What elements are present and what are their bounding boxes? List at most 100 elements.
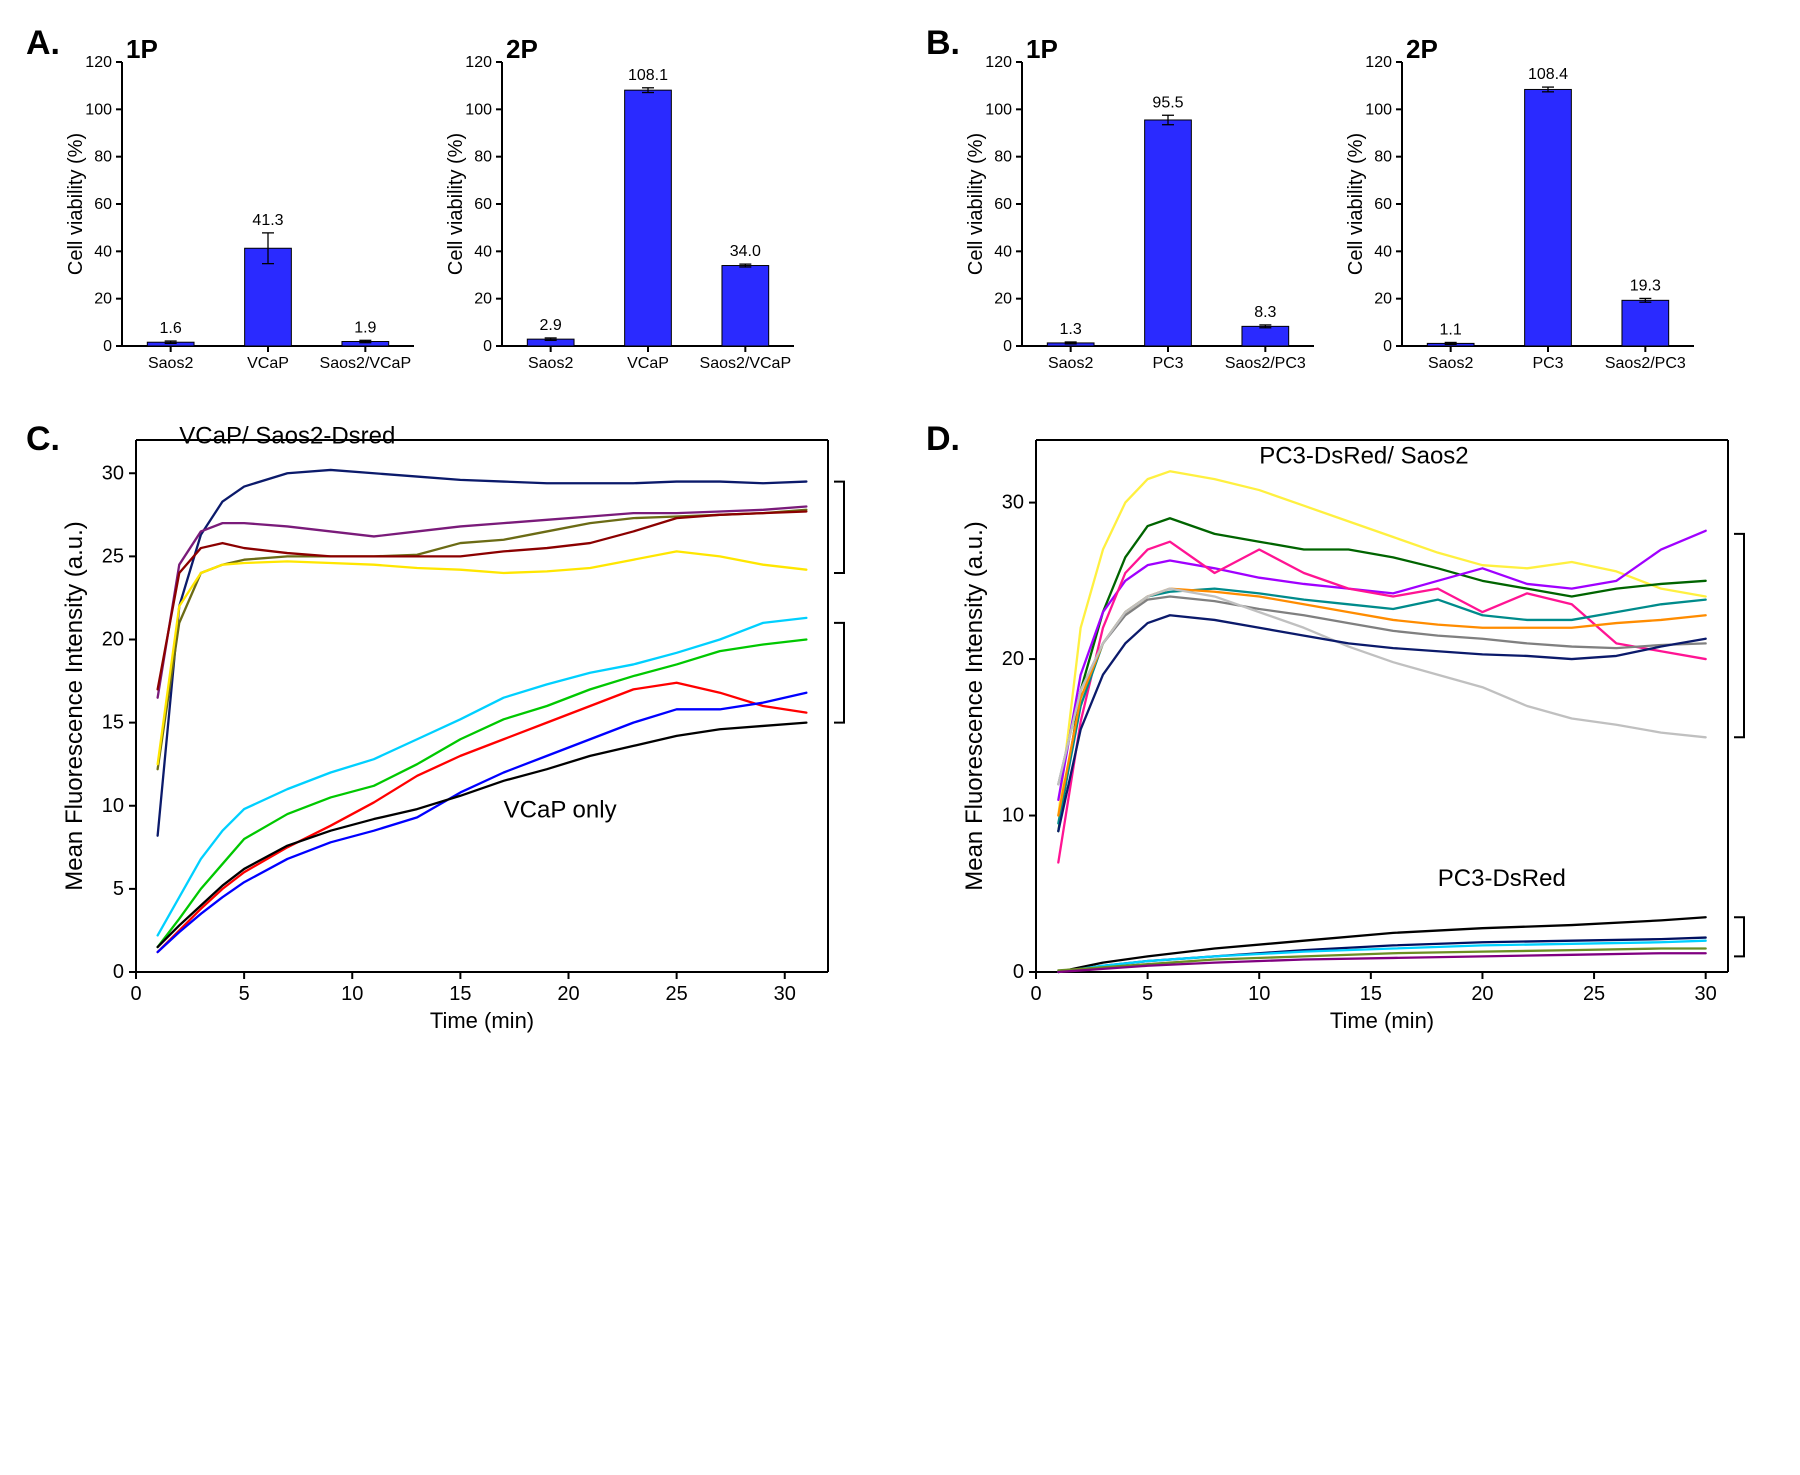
bar-b1-sublabel: 1P	[1026, 34, 1058, 65]
svg-text:80: 80	[1374, 149, 1392, 166]
figure-grid: A. 1P 020406080100120Cell viability (%)1…	[20, 20, 1780, 1042]
svg-text:0: 0	[1013, 961, 1024, 983]
svg-text:0: 0	[1030, 983, 1041, 1005]
svg-text:10: 10	[1248, 983, 1270, 1005]
panel-d: D. 0102030051015202530Mean Fluorescence …	[920, 416, 1780, 1042]
svg-text:Mean Fluorescence Intensity (a: Mean Fluorescence Intensity (a.u.)	[61, 521, 88, 891]
svg-text:100: 100	[465, 101, 492, 118]
svg-text:Time (min): Time (min)	[430, 1008, 534, 1033]
svg-text:120: 120	[1365, 54, 1392, 71]
svg-text:40: 40	[994, 243, 1012, 260]
svg-text:95.5: 95.5	[1152, 94, 1183, 111]
svg-text:30: 30	[1002, 492, 1024, 514]
svg-text:1.9: 1.9	[354, 319, 376, 336]
svg-text:Saos2: Saos2	[148, 355, 193, 372]
svg-text:Saos2/PC3: Saos2/PC3	[1225, 355, 1306, 372]
svg-text:15: 15	[449, 983, 471, 1005]
svg-text:108.4: 108.4	[1528, 66, 1568, 83]
bar-b2-sublabel: 2P	[1406, 34, 1438, 65]
svg-text:80: 80	[94, 149, 112, 166]
panel-b: B. 1P 020406080100120Cell viability (%)1…	[920, 20, 1780, 396]
svg-text:19.3: 19.3	[1630, 277, 1661, 294]
svg-text:40: 40	[1374, 243, 1392, 260]
line-chart-c: 0 5 10 15 20 25 30 0 5 10 15 20 25 30 Mean Fluorescenc…	[20, 422, 880, 1042]
bar-a1-sublabel: 1P	[126, 34, 158, 65]
svg-text:60: 60	[1374, 196, 1392, 213]
svg-text:VCaP/ Saos2-Dsred: VCaP/ Saos2-Dsred	[179, 422, 395, 449]
svg-text:0: 0	[103, 338, 112, 355]
svg-text:VCaP: VCaP	[627, 355, 669, 372]
svg-text:20: 20	[1374, 291, 1392, 308]
svg-text:Mean Fluorescence Intensity (a: Mean Fluorescence Intensity (a.u.)	[961, 521, 988, 891]
bar-chart-a1: 1P 020406080100120Cell viability (%)1.6S…	[64, 26, 424, 396]
panel-c: C. 0 5 10 15 20 25 30 0 5 10 15 20 25 30 Mean Fluoresc…	[20, 416, 880, 1042]
svg-text:100: 100	[85, 101, 112, 118]
svg-text:Cell viability (%): Cell viability (%)	[965, 133, 987, 275]
svg-text:15: 15	[102, 712, 124, 734]
svg-text:VCaP only: VCaP only	[504, 796, 617, 823]
bar-chart-b1: 1P 020406080100120Cell viability (%)1.3S…	[964, 26, 1324, 396]
svg-text:20: 20	[474, 291, 492, 308]
svg-text:PC3: PC3	[1532, 355, 1563, 372]
svg-text:30: 30	[774, 983, 796, 1005]
svg-text:25: 25	[1583, 983, 1605, 1005]
svg-text:41.3: 41.3	[252, 212, 283, 229]
svg-text:0: 0	[483, 338, 492, 355]
svg-text:8.3: 8.3	[1254, 304, 1276, 321]
svg-text:10: 10	[1002, 805, 1024, 827]
svg-text:20: 20	[557, 983, 579, 1005]
svg-text:0: 0	[1383, 338, 1392, 355]
svg-text:120: 120	[85, 54, 112, 71]
svg-text:1.1: 1.1	[1440, 321, 1462, 338]
svg-text:5: 5	[113, 878, 124, 900]
svg-text:Cell viability (%): Cell viability (%)	[65, 133, 87, 275]
svg-text:120: 120	[985, 54, 1012, 71]
svg-text:20: 20	[1471, 983, 1493, 1005]
svg-text:Saos2/VCaP: Saos2/VCaP	[320, 355, 412, 372]
svg-text:Time (min): Time (min)	[1330, 1008, 1434, 1033]
panel-a: A. 1P 0 20 40 60 80 100 120 Cell viability (%) 1…	[20, 20, 880, 396]
bar-chart-a2: 2P 020406080100120Cell viability (%)2.9S…	[444, 26, 804, 396]
svg-text:100: 100	[1365, 101, 1392, 118]
svg-text:PC3-DsRed: PC3-DsRed	[1438, 865, 1566, 892]
panel-label-b: B.	[926, 24, 960, 63]
bar-a2-sublabel: 2P	[506, 34, 538, 65]
panel-label-c: C.	[26, 420, 60, 459]
svg-text:60: 60	[994, 196, 1012, 213]
svg-text:108.1: 108.1	[628, 67, 668, 84]
svg-text:34.0: 34.0	[730, 243, 761, 260]
svg-text:15: 15	[1360, 983, 1382, 1005]
svg-text:40: 40	[474, 243, 492, 260]
svg-text:PC3: PC3	[1152, 355, 1183, 372]
line-chart-d: 0102030051015202530Mean Fluorescence Int…	[920, 422, 1780, 1042]
svg-text:30: 30	[102, 462, 124, 484]
svg-text:120: 120	[465, 54, 492, 71]
svg-text:Saos2/VCaP: Saos2/VCaP	[700, 355, 792, 372]
svg-text:30: 30	[1695, 983, 1717, 1005]
bar-chart-b2: 2P 0 20 40 60 80 100 120 Cell viability (%) 1.1 S…	[1344, 26, 1704, 396]
panel-b-bar-row: 1P 0 20 40 60 80 100 120 Cell viability (%) 1.3 S…	[920, 26, 1780, 396]
svg-text:Saos2: Saos2	[1048, 355, 1093, 372]
svg-text:100: 100	[985, 101, 1012, 118]
svg-text:10: 10	[102, 795, 124, 817]
svg-text:PC3-DsRed/ Saos2: PC3-DsRed/ Saos2	[1259, 442, 1468, 469]
svg-text:Cell viability (%): Cell viability (%)	[1345, 133, 1367, 275]
svg-text:0: 0	[1003, 338, 1012, 355]
svg-text:20: 20	[102, 629, 124, 651]
svg-text:25: 25	[102, 545, 124, 567]
svg-text:1.3: 1.3	[1060, 321, 1082, 338]
svg-text:25: 25	[666, 983, 688, 1005]
svg-text:Saos2: Saos2	[1428, 355, 1473, 372]
svg-text:20: 20	[994, 291, 1012, 308]
svg-text:5: 5	[239, 983, 250, 1005]
svg-text:Cell viability (%): Cell viability (%)	[445, 133, 467, 275]
svg-text:0: 0	[113, 961, 124, 983]
panel-label-d: D.	[926, 420, 960, 459]
svg-text:40: 40	[94, 243, 112, 260]
svg-text:80: 80	[474, 149, 492, 166]
svg-text:20: 20	[94, 291, 112, 308]
svg-text:60: 60	[474, 196, 492, 213]
svg-text:0: 0	[130, 983, 141, 1005]
svg-text:10: 10	[341, 983, 363, 1005]
panel-label-a: A.	[26, 24, 60, 63]
